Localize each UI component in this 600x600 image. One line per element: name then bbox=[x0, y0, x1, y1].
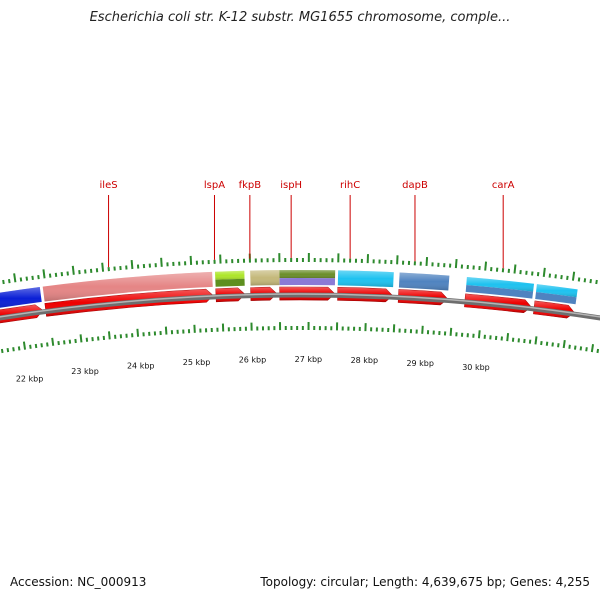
inner-tick bbox=[590, 344, 595, 353]
inner-tick bbox=[585, 347, 588, 352]
scale-label: 28 kbp bbox=[351, 356, 379, 365]
outer-feature-shine bbox=[398, 272, 450, 291]
outer-tick bbox=[454, 259, 458, 269]
outer-tick bbox=[589, 279, 592, 284]
scale-label: 27 kbp bbox=[295, 355, 323, 364]
outer-tick bbox=[71, 265, 75, 275]
outer-tick bbox=[25, 276, 29, 281]
outer-tick bbox=[595, 279, 598, 285]
outer-tick bbox=[554, 274, 557, 279]
inner-tick bbox=[17, 346, 21, 351]
accession-label: Accession: NC_000913 bbox=[10, 575, 147, 589]
outer-tick bbox=[571, 271, 576, 281]
inner-tick bbox=[6, 347, 10, 353]
gene-label-lspA[interactable]: lspA bbox=[204, 180, 225, 191]
scale-labels: 22 kbp 23 kbp 24 kbp 25 kbp 26 kbp 27 kbp 28 k… bbox=[16, 355, 490, 383]
inner-tick bbox=[596, 348, 600, 354]
inner-tick bbox=[40, 343, 43, 348]
inner-tick bbox=[545, 341, 549, 346]
chromosome-backbone bbox=[0, 292, 600, 321]
gene-label-ispH[interactable]: ispH bbox=[280, 180, 302, 191]
gene-label-ileS[interactable]: ileS bbox=[100, 180, 118, 191]
inner-tick bbox=[46, 342, 49, 347]
inner-tick bbox=[79, 334, 83, 343]
inner-tick bbox=[506, 333, 510, 342]
outer-feature-shine bbox=[337, 270, 394, 288]
inner-tick bbox=[551, 342, 554, 347]
inner-tick bbox=[534, 336, 538, 345]
outer-tick bbox=[2, 279, 5, 285]
outer-tick bbox=[583, 278, 587, 283]
outer-tick bbox=[542, 267, 546, 277]
inner-tick bbox=[136, 328, 140, 337]
inner-tick bbox=[51, 337, 55, 346]
scale-label: 29 kbp bbox=[406, 359, 434, 368]
scale-label: 26 kbp bbox=[239, 356, 267, 365]
inner-tick bbox=[164, 326, 168, 335]
inner-tick bbox=[557, 343, 560, 348]
scale-label: 22 kbp bbox=[16, 374, 44, 383]
outer-tick bbox=[566, 275, 569, 280]
outer-tick bbox=[160, 257, 163, 267]
outer-feature-shine bbox=[42, 271, 213, 302]
inner-tick bbox=[22, 341, 27, 350]
gene-label-fkpB[interactable]: fkpB bbox=[239, 180, 262, 191]
outer-tick bbox=[19, 277, 23, 282]
inner-tick bbox=[449, 327, 453, 336]
genome-summary: Topology: circular; Length: 4,639,675 bp… bbox=[260, 575, 590, 589]
outer-tick bbox=[42, 269, 46, 279]
outer-feature-shine bbox=[466, 276, 535, 292]
scale-label: 23 kbp bbox=[71, 367, 99, 376]
outer-feature-track bbox=[0, 269, 578, 308]
outer-tick bbox=[31, 275, 34, 280]
outer-feature-shine bbox=[535, 284, 578, 298]
gene-label-dapB[interactable]: dapB bbox=[402, 180, 428, 191]
backbone-ring bbox=[0, 292, 600, 321]
outer-feature-lower bbox=[215, 278, 245, 287]
outer-tick bbox=[101, 262, 105, 272]
outer-feature-shine bbox=[0, 287, 42, 308]
outer-feature-shine bbox=[250, 270, 280, 286]
inner-tick bbox=[29, 344, 32, 349]
outer-feature-lower bbox=[279, 277, 336, 286]
outer-tick bbox=[13, 273, 17, 283]
tick-marks bbox=[0, 253, 600, 354]
inner-tick bbox=[421, 325, 424, 334]
outer-tick bbox=[425, 256, 429, 267]
outer-tick bbox=[484, 261, 488, 271]
inner-tick bbox=[477, 330, 481, 339]
inner-tick bbox=[0, 348, 4, 354]
outer-tick bbox=[513, 264, 517, 274]
outer-feature-shine bbox=[214, 270, 245, 280]
inner-tick bbox=[579, 346, 583, 351]
outer-feature-lower bbox=[465, 284, 534, 299]
inner-tick bbox=[573, 345, 577, 350]
gene-label-rihC[interactable]: rihC bbox=[340, 180, 360, 191]
inner-tick bbox=[562, 339, 566, 349]
backbone-highlight bbox=[0, 293, 600, 318]
outer-tick bbox=[37, 274, 40, 280]
inner-tick bbox=[568, 344, 571, 349]
map-title: Escherichia coli str. K-12 substr. MG165… bbox=[89, 10, 511, 25]
outer-feature-lower bbox=[535, 292, 577, 305]
gene-labels: yaaYribFileSlspAfkpBispHrihCdapBcarA bbox=[100, 180, 515, 269]
outer-feature-shine bbox=[279, 269, 336, 279]
inner-tick bbox=[34, 343, 38, 349]
outer-tick bbox=[8, 279, 11, 284]
scale-label: 30 kbp bbox=[462, 363, 490, 372]
inner-tick bbox=[12, 347, 15, 352]
scale-label: 25 kbp bbox=[183, 358, 211, 367]
outer-tick bbox=[130, 259, 134, 270]
outer-tick bbox=[560, 274, 563, 280]
inner-tick bbox=[107, 331, 111, 340]
outer-tick bbox=[577, 277, 581, 282]
scale-label: 24 kbp bbox=[127, 362, 155, 371]
gene-label-carA[interactable]: carA bbox=[492, 180, 515, 191]
